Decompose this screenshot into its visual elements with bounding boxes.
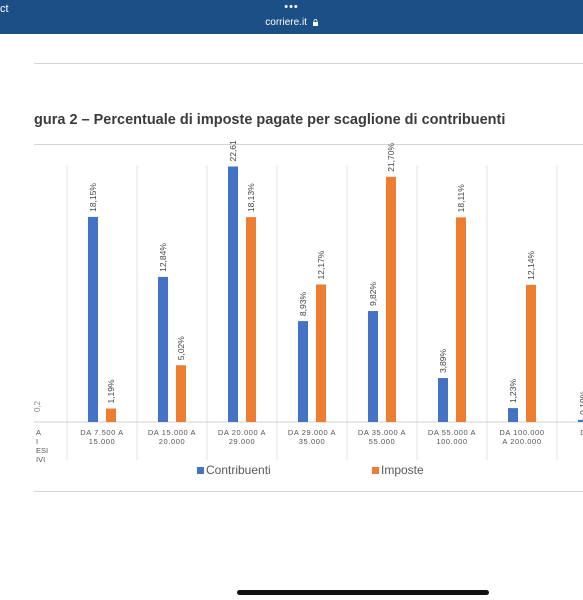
- data-label: 12,17%: [316, 250, 326, 279]
- contribuenti-bar: [578, 419, 583, 422]
- contribuenti-bar: [508, 408, 518, 422]
- contribuenti-bar: [438, 378, 448, 422]
- category-label: 55.000: [369, 437, 396, 446]
- category-label: DA 100.000: [499, 428, 544, 437]
- category-label: 100.000: [436, 437, 467, 446]
- imposte-bar: [456, 217, 466, 422]
- contribuenti-bar: [228, 166, 238, 422]
- content-divider-top: [34, 63, 583, 64]
- address-bar[interactable]: corriere.it: [0, 17, 583, 28]
- contribuenti-bar: [298, 321, 308, 422]
- legend-label: Contribuenti: [206, 463, 271, 477]
- category-label: 29.000: [229, 437, 256, 446]
- data-label: 18,11%: [456, 184, 466, 213]
- category-label-fragment: ESI: [36, 446, 48, 455]
- data-label: 0,19%: [578, 390, 583, 415]
- imposte-bar: [106, 408, 116, 422]
- category-label: DA 7.500 A: [80, 428, 124, 437]
- chart-divider-top: [34, 144, 583, 145]
- data-label: 12,14%: [526, 251, 536, 280]
- more-dots-icon[interactable]: •••: [284, 1, 299, 13]
- contribuenti-bar: [368, 311, 378, 422]
- category-label-fragment: A: [36, 428, 41, 437]
- figure-title: gura 2 – Percentuale di imposte pagate p…: [34, 112, 506, 128]
- data-label: 1,23%: [508, 379, 518, 404]
- data-label: 21,70%: [386, 143, 396, 172]
- category-label-fragment: IVI: [36, 455, 45, 464]
- contribuenti-bar: [158, 276, 168, 422]
- category-label: DA 15.000 A: [148, 428, 196, 437]
- imposte-bar: [246, 217, 256, 422]
- data-label: 1,19%: [106, 379, 116, 404]
- category-label: DA 35.000 A: [358, 428, 406, 437]
- contribuenti-bar: [88, 216, 98, 422]
- browser-left-label: ct: [0, 3, 9, 15]
- category-label: DA 20: [580, 428, 583, 437]
- browser-top-bar: ct ••• corriere.it: [0, 0, 583, 34]
- category-label: 20.000: [159, 437, 186, 446]
- data-label: 8,93%: [298, 292, 308, 317]
- data-label: 18,15%: [88, 183, 98, 212]
- category-label: A 200.000: [502, 437, 541, 446]
- imposte-bar: [316, 284, 326, 422]
- category-label: DA 20.000 A: [218, 428, 266, 437]
- legend-label: Imposte: [381, 463, 424, 477]
- data-label: 5,02%: [176, 336, 186, 361]
- data-label: 18,13%: [246, 183, 256, 212]
- category-label: 35.000: [299, 437, 326, 446]
- imposte-bar: [176, 365, 186, 422]
- data-label: 9,82%: [368, 281, 378, 306]
- legend-swatch: [372, 467, 379, 474]
- legend-swatch: [197, 467, 204, 474]
- data-label: 3,89%: [438, 348, 448, 373]
- data-label: 22,61%: [228, 140, 238, 162]
- bar-chart: 18,15% 12,84% 22,61% 8,93% 9,82% 3,89% 1,23% 0,…: [33, 140, 583, 477]
- imposte-bar: [386, 176, 396, 422]
- home-indicator[interactable]: [237, 590, 489, 595]
- imposte-bar: [526, 284, 536, 422]
- url-text: corriere.it: [265, 17, 307, 28]
- category-label-fragment: I: [36, 437, 38, 446]
- category-label: DA 29.000 A: [288, 428, 336, 437]
- data-label: 12,84%: [158, 243, 168, 272]
- chart-divider-bottom: [34, 491, 583, 492]
- category-label: 15.000: [89, 437, 116, 446]
- lock-icon: [312, 19, 318, 26]
- partial-data-label: 0,2: [33, 400, 42, 412]
- category-label: DA 55.000 A: [428, 428, 476, 437]
